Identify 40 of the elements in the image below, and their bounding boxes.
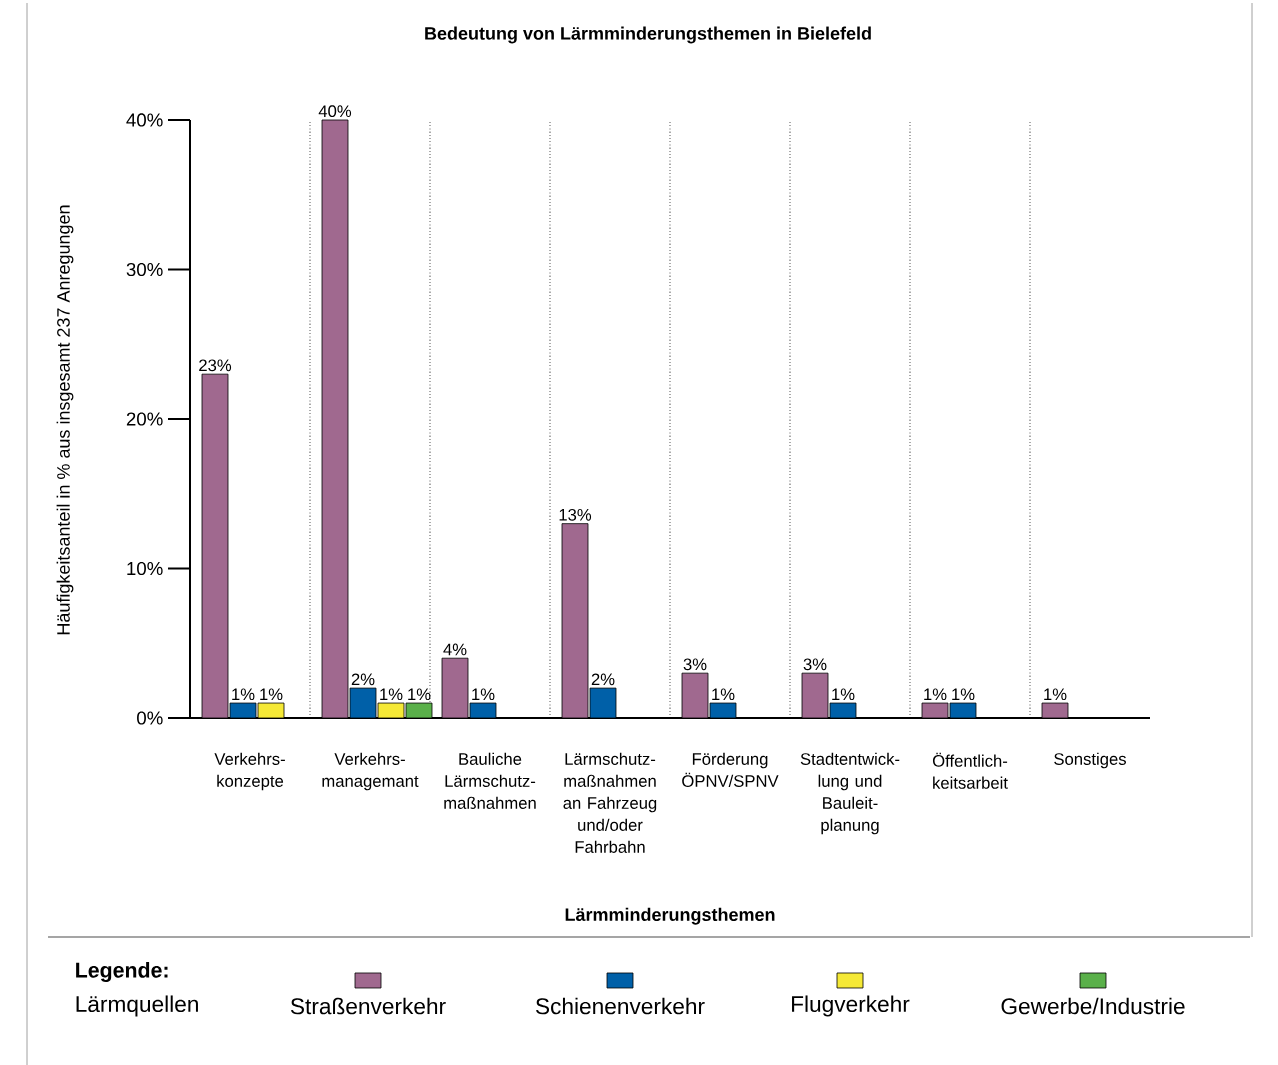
data-label: 1% xyxy=(832,688,855,701)
x-tick-label: Sonstiges xyxy=(1054,752,1126,769)
y-tick-label: 0% xyxy=(137,711,163,725)
text: Lärmquellen xyxy=(76,995,198,1017)
data-label: 13% xyxy=(559,508,592,521)
y-tick-label: 30% xyxy=(126,262,163,277)
x-tick-label: Verkehrs-konzepte xyxy=(214,752,285,791)
data-label: 1% xyxy=(472,688,495,701)
data-label: 3% xyxy=(683,658,707,671)
data-label: 1% xyxy=(380,688,403,701)
legend-label: Straßenverkehr xyxy=(290,997,446,1015)
legend-label: Gewerbe/Industrie xyxy=(1001,997,1185,1015)
x-tick-label: Lärmschutz-maßnahmen an Fahrzeug und/oder Fahrbahn xyxy=(563,752,657,853)
chart-title: Bedeutung von Lärmminderungsthemen in Bielefeld xyxy=(425,26,871,44)
data-label: 2% xyxy=(591,673,615,686)
x-axis-title: Lärmminderungsthemen xyxy=(565,907,775,925)
data-label: 23% xyxy=(199,359,232,372)
data-label: 1% xyxy=(408,688,431,701)
data-label: 3% xyxy=(803,658,827,671)
data-label: 40% xyxy=(318,105,352,118)
y-tick-label: 20% xyxy=(126,412,163,426)
x-tick-label: Verkehrs-managemant xyxy=(322,752,419,791)
data-label: 2% xyxy=(351,673,375,686)
data-label: 4% xyxy=(443,643,467,656)
legend-label: Schienenverkehr xyxy=(535,997,705,1015)
data-label: 1% xyxy=(952,688,975,701)
data-label: 1% xyxy=(260,688,283,701)
x-tick-label: Bauliche Lärmschutz-maßnahmen xyxy=(444,752,536,809)
data-label: 1% xyxy=(924,688,947,701)
y-axis-title: Häufigkeitsanteil in % aus insgesamt 237 Anregungen xyxy=(56,205,74,635)
legend-label: Flugverkehr xyxy=(792,995,910,1017)
data-label: 1% xyxy=(232,688,255,701)
y-tick-label: 40% xyxy=(126,113,163,127)
x-tick-label: Förderung ÖPNV/SPNV xyxy=(682,752,779,787)
y-tick-label: 10% xyxy=(127,561,163,576)
x-tick-label: Stadtentwick-lung und Bauleit-planung xyxy=(800,752,900,835)
legend-title: Legende: xyxy=(76,962,168,982)
data-label: 1% xyxy=(712,688,735,701)
x-tick-label: Öffentlich-keitsarbeit xyxy=(932,752,1008,789)
data-label: 1% xyxy=(1044,688,1067,701)
